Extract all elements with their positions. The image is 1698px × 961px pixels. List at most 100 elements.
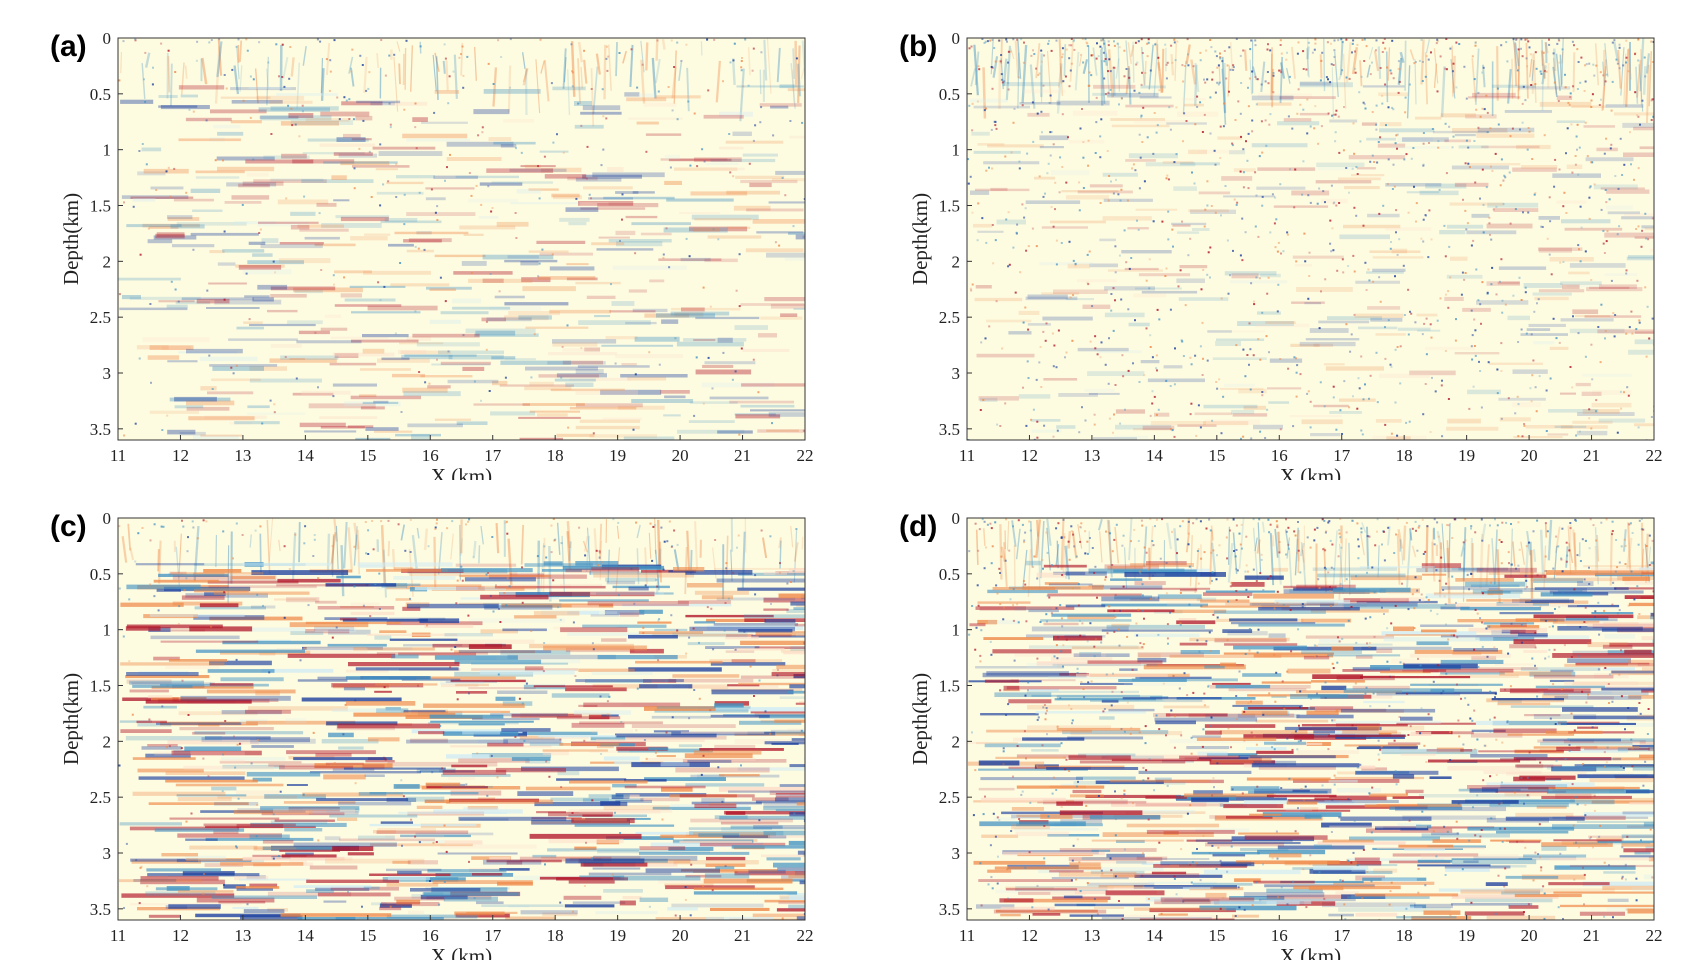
x-tick-label: 12 [172,446,189,465]
panel-label: (d) [899,510,938,543]
x-tick-label: 11 [110,446,126,465]
x-tick-label: 18 [1396,446,1413,465]
seismic-image-c: 11 12 13 14 15 16 17 18 19 20 21 22 0 0.5 1 1.5 2 2.5 3 3.5… [59,509,814,961]
x-tick-label: 18 [1396,926,1413,945]
x-tick-label: 21 [1583,926,1600,945]
x-tick-label: 15 [1208,926,1225,945]
panel-a: (a) 11 12 13 14 15 16 17 18 19 20 21 22 0 0.5 1 1.5 2 2.5… [0,0,849,488]
y-tick-label: 1 [103,621,112,640]
y-tick-label: 1.5 [90,677,111,696]
x-tick-label: 12 [1021,446,1038,465]
x-tick-label: 16 [1271,446,1288,465]
x-tick-label: 18 [547,926,564,945]
x-tick-label: 14 [1146,446,1164,465]
axes-frame [117,37,806,441]
x-tick-label: 18 [547,446,564,465]
x-tick-label: 15 [359,446,376,465]
y-tick-label: 0.5 [90,565,111,584]
x-tick-label: 17 [484,926,502,945]
y-tick-label: 0.5 [939,85,960,104]
y-tick-label: 1 [103,141,112,160]
y-tick-label: 1.5 [939,677,960,696]
x-tick-label: 13 [1083,446,1100,465]
x-tick-label: 15 [359,926,376,945]
y-tick-label: 0 [952,29,961,48]
x-tick-label: 22 [797,926,814,945]
y-tick-label: 2.5 [939,788,960,807]
plot-background [118,38,805,440]
y-tick-label: 3 [103,364,112,383]
y-tick-label: 2 [103,252,112,271]
x-tick-label: 19 [609,926,626,945]
x-tick-label: 20 [1521,926,1538,945]
seismic-image-a: 11 12 13 14 15 16 17 18 19 20 21 22 0 0.5 1 1.5 2 2.5 3 3.5… [59,29,814,488]
panel-d: (d) 11 12 13 14 15 16 17 18 19 20 21 22 0 0.5 1 1.5 2 2.5… [849,480,1698,961]
y-tick-label: 0 [952,509,961,528]
seismic-image-b: 11 12 13 14 15 16 17 18 19 20 21 22 0 0.5 1 1.5 2 2.5 3 3.5… [908,29,1663,488]
x-tick-label: 17 [1333,446,1351,465]
x-tick-label: 19 [609,446,626,465]
x-axis-label: X (km) [431,464,492,480]
y-tick-label: 1.5 [939,197,960,216]
x-axis-label: X (km) [1280,464,1341,480]
y-tick-label: 3 [103,844,112,863]
y-tick-label: 1 [952,621,961,640]
x-axis-label: X (km) [431,944,492,960]
y-tick-label: 3 [952,844,961,863]
y-tick-label: 2 [952,732,961,751]
x-tick-label: 16 [1271,926,1288,945]
seismic-texture [118,38,805,440]
y-tick-label: 2.5 [90,788,111,807]
y-tick-label: 1 [952,141,961,160]
y-axis-label: Depth(km) [908,673,932,765]
y-tick-label: 0.5 [939,565,960,584]
seismic-texture [967,518,1654,920]
y-tick-label: 2 [103,732,112,751]
panel-label: (c) [50,510,87,543]
x-tick-label: 20 [672,446,689,465]
plot-background [967,38,1654,440]
y-tick-label: 3.5 [939,420,960,439]
x-tick-label: 13 [1083,926,1100,945]
x-tick-label: 11 [959,926,975,945]
y-axis-label: Depth(km) [59,673,83,765]
x-tick-label: 21 [734,926,751,945]
x-tick-label: 21 [734,446,751,465]
x-tick-label: 19 [1458,926,1475,945]
y-axis-label: Depth(km) [59,193,83,285]
y-tick-label: 3.5 [939,900,960,919]
seismic-texture [967,38,1654,440]
y-tick-label: 2.5 [939,308,960,327]
x-tick-label: 11 [959,446,975,465]
panel-c: (c) 11 12 13 14 15 16 17 18 19 20 21 22 0 0.5 1 1.5 2 2.5… [0,480,849,961]
axes-frame [966,517,1655,921]
x-tick-label: 22 [1646,446,1663,465]
x-tick-label: 16 [422,446,439,465]
x-tick-label: 17 [1333,926,1351,945]
y-tick-label: 0.5 [90,85,111,104]
y-axis-label: Depth(km) [908,193,932,285]
x-tick-label: 21 [1583,446,1600,465]
x-tick-label: 11 [110,926,126,945]
x-axis-label: X (km) [1280,944,1341,960]
x-tick-label: 14 [1146,926,1164,945]
x-tick-label: 16 [422,926,439,945]
x-tick-label: 22 [1646,926,1663,945]
y-tick-label: 0 [103,509,112,528]
y-tick-label: 3 [952,364,961,383]
panel-label: (b) [899,30,938,63]
x-tick-label: 19 [1458,446,1475,465]
seismic-texture [118,518,805,920]
x-tick-label: 12 [172,926,189,945]
y-tick-label: 3.5 [90,420,111,439]
x-tick-label: 20 [672,926,689,945]
x-tick-label: 13 [234,446,251,465]
x-tick-label: 22 [797,446,814,465]
axes-frame [117,517,806,921]
axes-frame [966,37,1655,441]
panel-b: (b) 11 12 13 14 15 16 17 18 19 20 21 22 0 0.5 1 1.5 2 2.5… [849,0,1698,488]
x-tick-label: 13 [234,926,251,945]
y-tick-label: 1.5 [90,197,111,216]
x-tick-label: 12 [1021,926,1038,945]
x-tick-label: 15 [1208,446,1225,465]
